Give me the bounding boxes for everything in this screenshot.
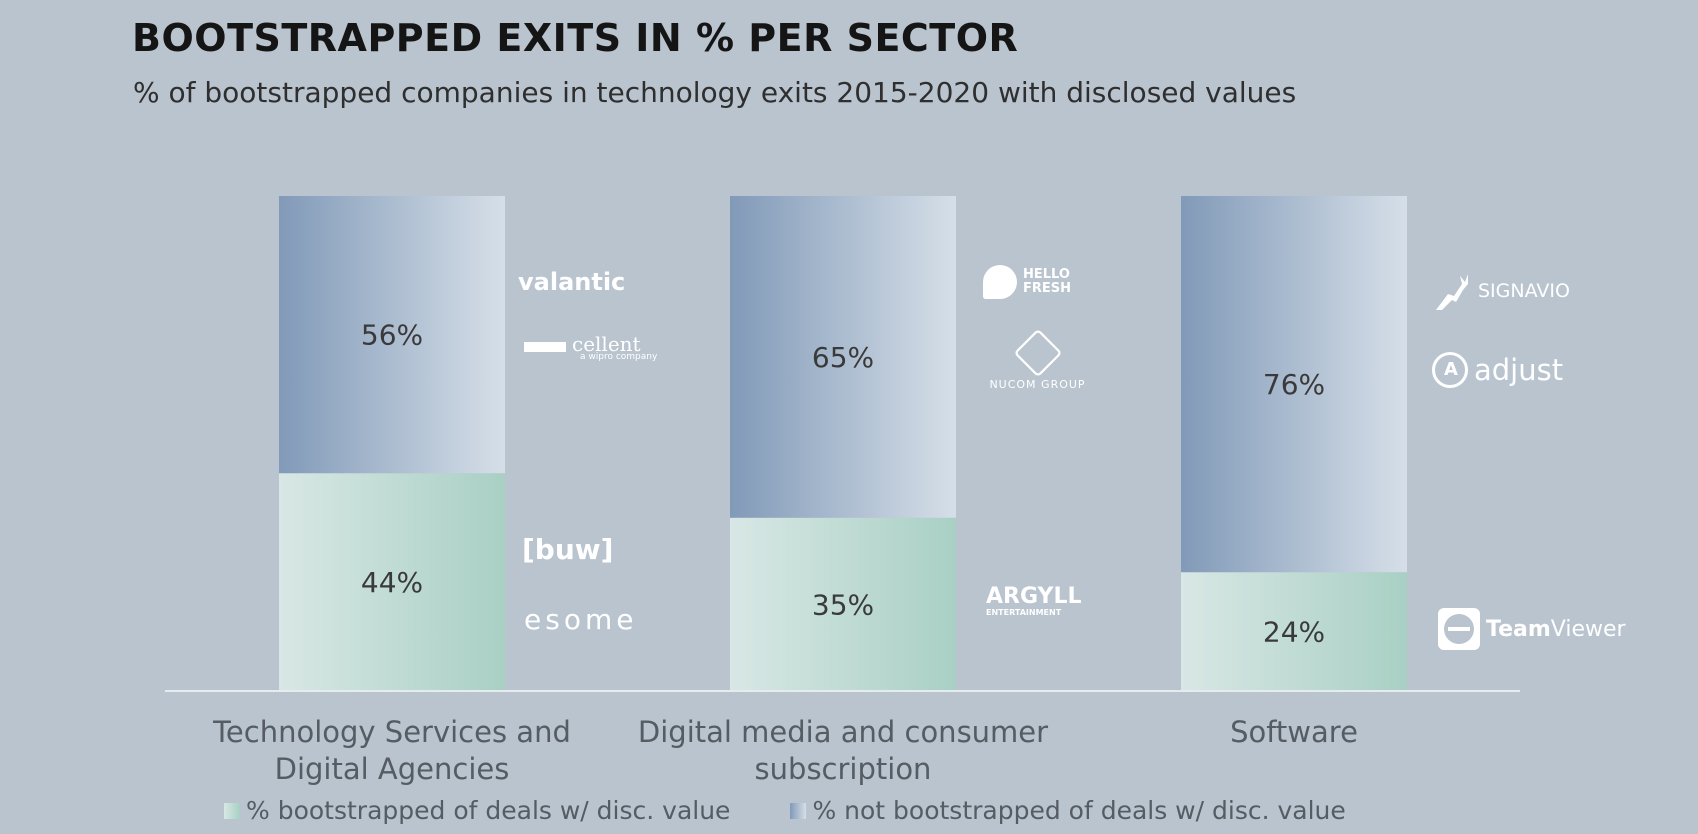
value-label-bootstrapped-2: 24% bbox=[1263, 616, 1325, 649]
cellent-logo-subtext: a wipro company bbox=[580, 352, 658, 362]
adjust-logo-text: adjust bbox=[1474, 353, 1564, 387]
nucom-group-logo: NUCOM GROUP bbox=[980, 328, 1095, 391]
teamviewer-icon bbox=[1438, 608, 1480, 650]
argyll-logo-text: ARGYLL bbox=[986, 584, 1082, 609]
value-label-bootstrapped-1: 35% bbox=[812, 588, 874, 621]
legend-swatch-bootstrapped bbox=[224, 802, 240, 819]
bar-not-bootstrapped-1 bbox=[730, 196, 956, 518]
argyll-logo: ARGYLL ENTERTAINMENT bbox=[986, 584, 1082, 618]
category-label-1-line-1: subscription bbox=[755, 752, 932, 786]
cellent-logo-text: cellent bbox=[572, 332, 641, 356]
value-label-bootstrapped-0: 44% bbox=[361, 566, 423, 599]
value-label-not-bootstrapped-2: 76% bbox=[1263, 368, 1325, 401]
esome-logo: esome bbox=[524, 603, 638, 636]
category-label-0-line-0: Technology Services and bbox=[212, 715, 571, 749]
category-label-2-line-0: Software bbox=[1230, 715, 1358, 749]
legend-item-bootstrapped: % bootstrapped of deals w/ disc. value bbox=[224, 796, 730, 825]
category-label-0-line-1: Digital Agencies bbox=[275, 752, 510, 786]
lime-icon bbox=[983, 265, 1017, 299]
nucom-group-logo-text: NUCOM GROUP bbox=[989, 378, 1086, 391]
hellofresh-logo-text: HELLO FRESH bbox=[1023, 267, 1072, 296]
adjust-logo: A adjust bbox=[1432, 352, 1563, 388]
teamviewer-logo-text-light: Viewer bbox=[1550, 616, 1626, 642]
signavio-logo: SIGNAVIO bbox=[1432, 270, 1570, 312]
value-label-not-bootstrapped-0: 56% bbox=[361, 319, 423, 352]
teamviewer-logo-text-bold: Team bbox=[1486, 616, 1551, 642]
category-label-1-line-0: Digital media and consumer bbox=[638, 715, 1048, 749]
bar-bootstrapped-2 bbox=[1181, 572, 1407, 691]
legend-label-not-bootstrapped: % not bootstrapped of deals w/ disc. val… bbox=[812, 796, 1346, 825]
signavio-logo-text: SIGNAVIO bbox=[1478, 280, 1570, 302]
bar-not-bootstrapped-0 bbox=[279, 196, 505, 474]
buw-logo: [buw] bbox=[522, 533, 614, 566]
adjust-icon: A bbox=[1432, 352, 1468, 388]
valantic-logo: valantic bbox=[518, 268, 626, 296]
value-label-not-bootstrapped-1: 65% bbox=[812, 341, 874, 374]
legend: % bootstrapped of deals w/ disc. value %… bbox=[224, 796, 1346, 825]
bar-bootstrapped-0 bbox=[279, 473, 505, 691]
legend-swatch-not-bootstrapped bbox=[790, 802, 807, 819]
hellofresh-logo: HELLO FRESH bbox=[983, 265, 1071, 299]
deer-icon bbox=[1436, 274, 1468, 310]
bars-group: 44% 56% 35% 65% 24% 76% bbox=[279, 196, 1407, 691]
argyll-logo-subtext: ENTERTAINMENT bbox=[986, 608, 1062, 617]
ncg-cube-icon bbox=[1013, 328, 1062, 378]
teamviewer-logo: Team Viewer bbox=[1438, 608, 1626, 650]
bar-not-bootstrapped-2 bbox=[1181, 196, 1407, 573]
bar-bootstrapped-1 bbox=[730, 517, 956, 691]
chart-subtitle: % of bootstrapped companies in technolog… bbox=[133, 76, 1297, 109]
legend-item-not-bootstrapped: % not bootstrapped of deals w/ disc. val… bbox=[790, 796, 1346, 825]
cellent-logo: cellent a wipro company bbox=[524, 332, 657, 362]
legend-label-bootstrapped: % bootstrapped of deals w/ disc. value bbox=[246, 796, 731, 825]
chart-title: BOOTSTRAPPED EXITS IN % PER SECTOR bbox=[132, 16, 1019, 60]
